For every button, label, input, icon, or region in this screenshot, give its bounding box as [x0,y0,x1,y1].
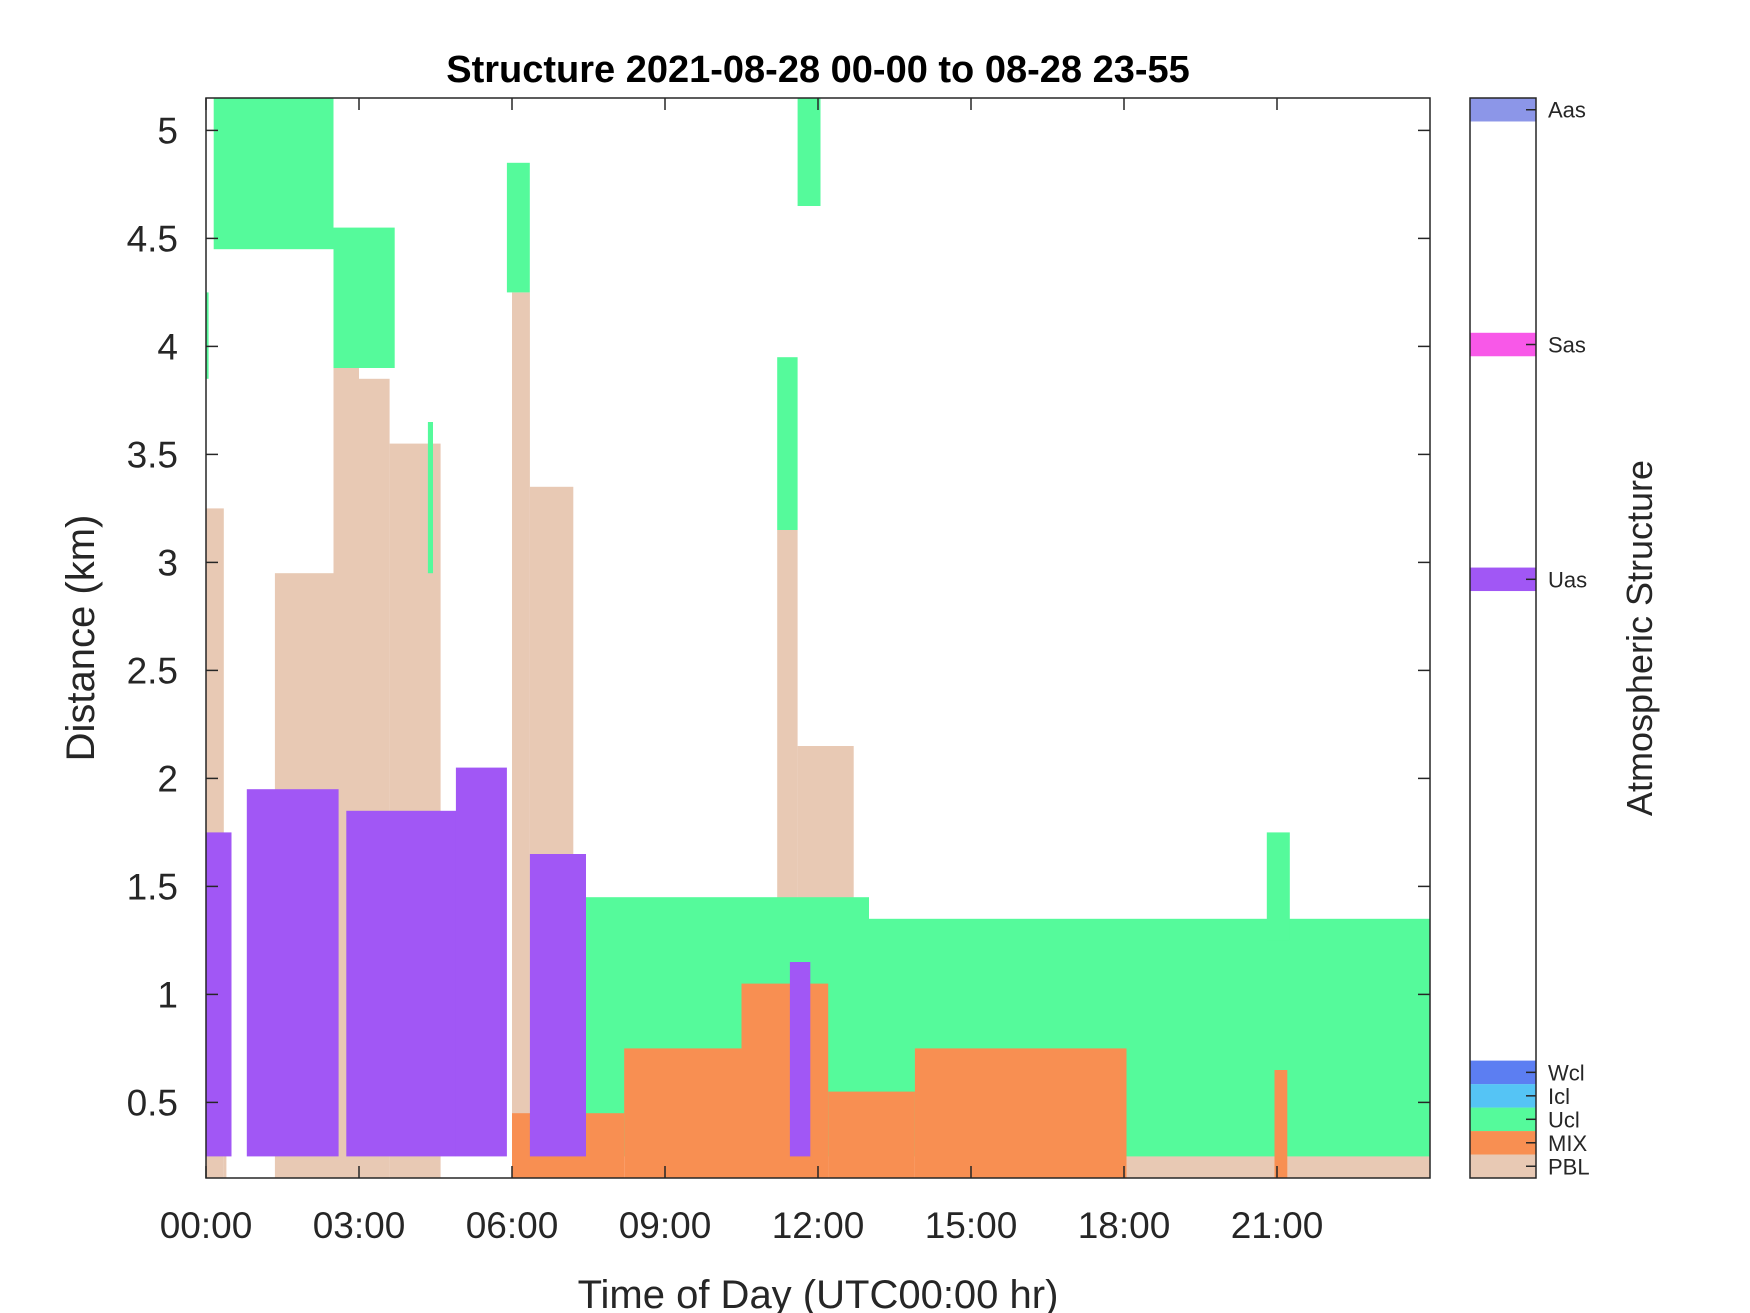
chart-title: Structure 2021-08-28 00-00 to 08-28 23-5… [446,49,1190,91]
colorbar-tick-label-uas: Uas [1548,567,1587,592]
x-tick-label: 06:00 [466,1205,559,1246]
cell-uas-32 [529,854,586,1157]
cell-pbl-6 [512,292,530,1178]
y-tick-label: 1.5 [127,866,178,907]
cell-ucl-14 [506,162,530,293]
cell-ucl-17 [777,357,798,530]
x-tick-label: 18:00 [1078,1205,1171,1246]
cell-uas-29 [246,789,339,1157]
cell-uas-31 [455,767,507,1157]
y-tick-label: 2.5 [127,650,178,691]
x-tick-label: 12:00 [772,1205,865,1246]
cell-mix-23 [624,1048,742,1178]
colorbar-label: Atmospheric Structure [1619,460,1660,816]
cell-ucl-16 [427,422,433,574]
y-tick-label: 0.5 [127,1082,178,1123]
cell-ucl-11 [213,98,334,250]
cell-ucl-21 [1266,832,1290,941]
colorbar-frame [1469,97,1537,1179]
cell-mix-24 [741,983,829,1178]
cell-ucl-13 [206,292,209,379]
colorbar-swatch-wcl [1470,1060,1536,1085]
cell-mix-26 [914,1048,1127,1178]
cell-uas-30 [346,810,456,1157]
y-axis-label: Distance (km) [59,515,103,762]
colorbar-swatch-sas [1470,332,1536,357]
y-tick-label: 5 [157,110,178,151]
cell-ucl-12 [333,227,395,368]
structure-cells [206,98,1430,1179]
cell-mix-25 [828,1091,915,1178]
colorbar-tick-label-mix: MIX [1548,1131,1587,1156]
colorbar-tick-label-sas: Sas [1548,333,1586,358]
y-tick-label: 3.5 [127,434,178,475]
x-tick-label: 03:00 [313,1205,406,1246]
colorbar-swatch-ucl [1470,1107,1536,1132]
colorbar-swatch-pbl [1470,1154,1536,1178]
y-tick-label: 4 [157,326,178,367]
colorbar-swatch-icl [1470,1084,1536,1108]
cell-mix-27 [1274,1070,1288,1178]
x-tick-label: 09:00 [619,1205,712,1246]
y-tick-label: 3 [157,542,178,583]
colorbar-swatch-uas [1470,567,1536,592]
colorbar-tick-label-icl: Icl [1548,1084,1570,1109]
colorbar-tick-label-wcl: Wcl [1548,1060,1585,1085]
x-tick-label: 15:00 [925,1205,1018,1246]
axis-ticks: 00:00 03:00 06:00 09:00 12:00 15:00 18:00 21:00… [127,98,1430,1246]
colorbar-tick-label-pbl: PBL [1548,1154,1590,1179]
x-tick-label: 21:00 [1231,1205,1324,1246]
y-tick-label: 1 [157,974,178,1015]
x-axis-label: Time of Day (UTC00:00 hr) [578,1273,1059,1313]
colorbar-tick-label-ucl: Ucl [1548,1107,1580,1132]
y-tick-label: 2 [157,758,178,799]
y-tick-label: 4.5 [127,218,178,259]
colorbar-swatch-aas [1470,98,1536,122]
colorbar-tick-label-aas: Aas [1548,98,1586,123]
cell-ucl-15 [797,98,821,206]
cell-uas-33 [789,962,811,1157]
colorbar-swatch-mix [1470,1131,1536,1155]
x-tick-label: 00:00 [160,1205,253,1246]
